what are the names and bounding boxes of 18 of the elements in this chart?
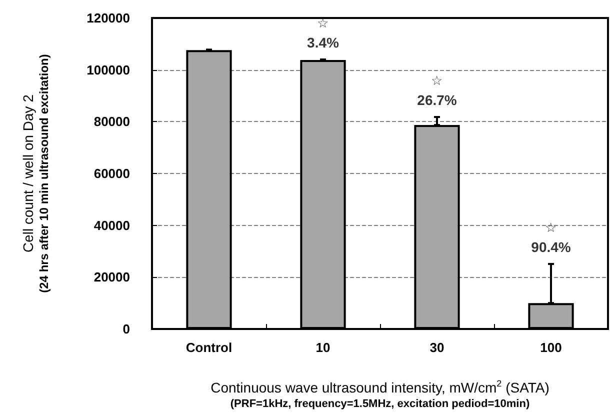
y-tick-label: 60000	[94, 166, 130, 181]
y-tick-label: 80000	[94, 114, 130, 130]
annotation: 3.4%	[307, 34, 340, 50]
y-axis-title: Cell count / well on Day 2 (24 hrs after 10 min ultrasound excitation)	[20, 54, 51, 293]
annotation: ☆	[545, 220, 557, 235]
y-tick-label: 100000	[86, 62, 130, 78]
annotation: 90.4%	[531, 238, 572, 255]
annotation: 26.7%	[417, 92, 458, 108]
y-tick-label: 120000	[86, 10, 130, 26]
y-tick-label: 40000	[94, 218, 130, 233]
annotation: ☆	[431, 73, 443, 88]
y-tick-label: 0	[122, 322, 130, 336]
x-tick-label: Control	[186, 340, 232, 355]
y-tick-label: 20000	[94, 270, 130, 285]
x-tick-label: 30	[430, 340, 444, 355]
x-tick-label: 100	[540, 340, 562, 355]
x-tick-label: 10	[316, 340, 330, 355]
annotation: ☆	[317, 15, 329, 30]
